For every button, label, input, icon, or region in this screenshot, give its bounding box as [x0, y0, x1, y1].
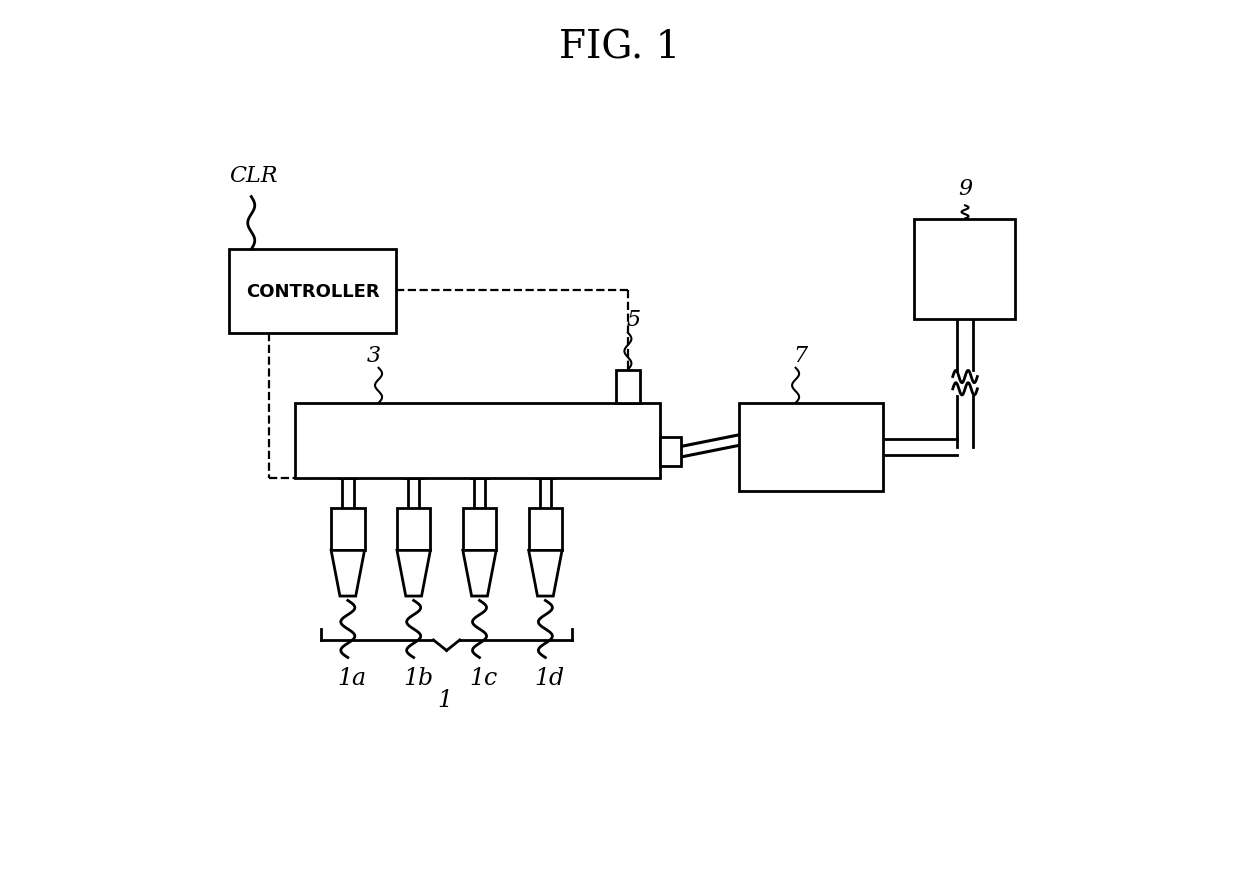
- Text: CONTROLLER: CONTROLLER: [246, 282, 379, 301]
- Text: 1a: 1a: [337, 667, 367, 689]
- Bar: [331, 509, 365, 551]
- Text: FIG. 1: FIG. 1: [559, 30, 681, 67]
- Polygon shape: [331, 551, 365, 596]
- Text: CLR: CLR: [229, 164, 278, 187]
- Bar: [660, 438, 682, 467]
- Bar: [295, 403, 660, 478]
- Polygon shape: [397, 551, 430, 596]
- Bar: [229, 250, 396, 333]
- Bar: [914, 219, 1016, 320]
- Text: 9: 9: [959, 177, 972, 200]
- Bar: [739, 403, 883, 491]
- Text: 3: 3: [367, 344, 381, 367]
- Text: 1: 1: [436, 688, 451, 711]
- Bar: [463, 509, 496, 551]
- Text: 1c: 1c: [470, 667, 498, 689]
- Text: 5: 5: [626, 309, 640, 332]
- Text: 7: 7: [792, 344, 807, 367]
- Bar: [397, 509, 430, 551]
- Polygon shape: [463, 551, 496, 596]
- Text: 1d: 1d: [534, 667, 565, 689]
- Text: 1b: 1b: [403, 667, 433, 689]
- Bar: [615, 370, 640, 403]
- Polygon shape: [528, 551, 562, 596]
- Bar: [528, 509, 562, 551]
